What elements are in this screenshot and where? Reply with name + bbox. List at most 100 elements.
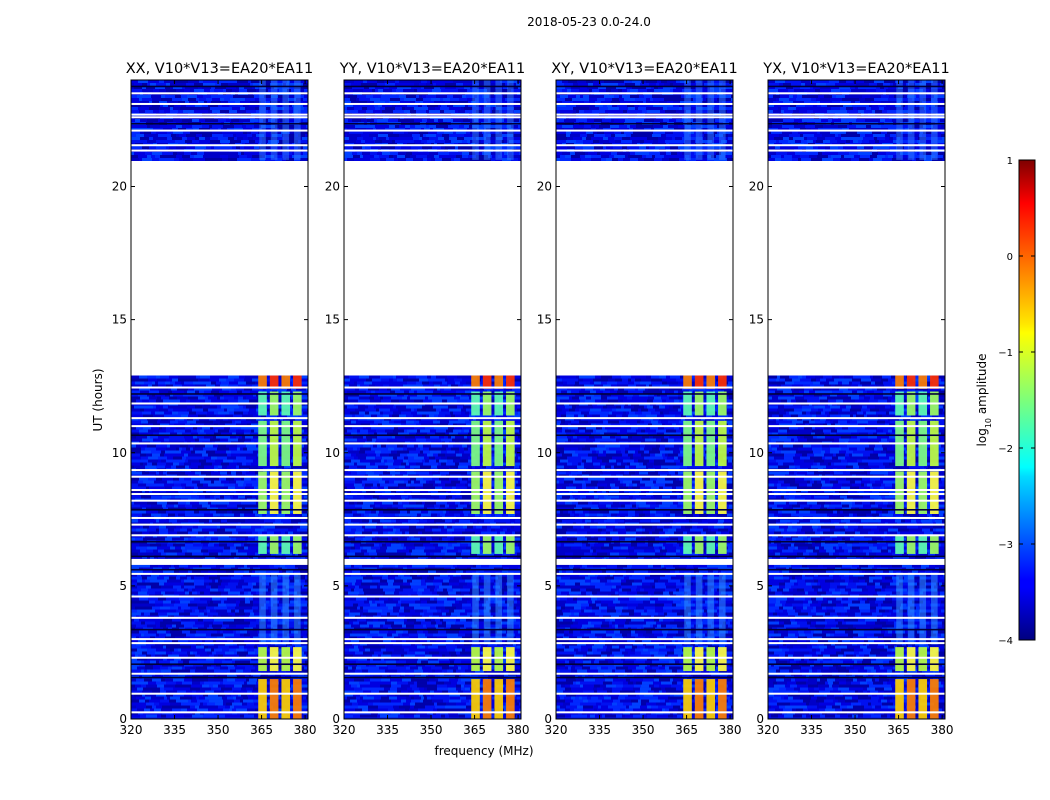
noise-cell (202, 134, 212, 137)
noise-cell (368, 432, 374, 436)
noise-cell (204, 110, 208, 113)
noise-cell (173, 678, 184, 682)
noise-cell (165, 537, 172, 541)
noise-cell (236, 648, 244, 652)
noise-cell (300, 681, 307, 685)
noise-cell (241, 426, 252, 430)
noise-cell (244, 378, 252, 382)
noise-cell (195, 137, 199, 140)
noise-cell (432, 393, 441, 397)
noise-cell (229, 104, 235, 107)
noise-cell (195, 456, 204, 460)
noise-cell (371, 486, 378, 490)
noise-cell (220, 98, 224, 101)
noise-cell (287, 95, 295, 98)
noise-cell (210, 83, 215, 86)
noise-cell (183, 696, 192, 700)
noise-cell (148, 456, 158, 460)
noise-cell (170, 573, 177, 577)
noise-cell (197, 435, 204, 439)
band-streak (294, 80, 301, 160)
noise-cell (203, 83, 210, 86)
noise-cell (227, 504, 232, 508)
noise-cell (413, 414, 422, 418)
noise-cell (244, 459, 253, 463)
noise-cell (393, 378, 397, 382)
noise-cell (206, 546, 215, 550)
noise-cell (164, 453, 173, 457)
noise-cell (196, 134, 202, 137)
noise-cell (241, 543, 244, 547)
noise-cell (156, 447, 166, 451)
noise-cell (232, 432, 236, 436)
noise-cell (215, 429, 218, 433)
noise-cell (131, 420, 138, 424)
noise-cell (147, 576, 157, 580)
noise-cell (452, 438, 463, 442)
noise-cell (458, 384, 463, 388)
noise-cell (202, 426, 205, 430)
noise-cell (199, 98, 206, 101)
noise-cell (156, 477, 162, 481)
noise-cell (227, 597, 236, 601)
noise-cell (300, 158, 308, 161)
noise-cell (131, 636, 136, 640)
noise-cell (143, 537, 154, 541)
noise-cell (240, 630, 247, 634)
noise-cell (135, 654, 138, 658)
noise-cell (262, 513, 266, 517)
noise-cell (139, 618, 142, 622)
noise-cell (208, 110, 212, 113)
noise-cell (228, 486, 235, 490)
noise-cell (206, 585, 211, 589)
noise-cell (245, 501, 256, 505)
noise-cell (187, 390, 195, 394)
noise-cell (246, 678, 249, 682)
noise-cell (239, 579, 244, 583)
noise-cell (223, 678, 227, 682)
noise-cell (273, 651, 284, 655)
noise-cell (370, 444, 373, 448)
noise-cell (306, 387, 308, 391)
noise-cell (239, 89, 247, 92)
noise-cell (194, 155, 203, 158)
noise-cell (253, 699, 261, 703)
noise-cell (265, 651, 273, 655)
noise-cell (199, 609, 204, 613)
noise-cell (131, 426, 136, 430)
noise-cell (131, 684, 135, 688)
noise-cell (389, 462, 393, 466)
noise-cell (209, 486, 220, 490)
noise-cell (172, 486, 182, 490)
bright-band-block (281, 471, 291, 514)
noise-cell (391, 450, 397, 454)
noise-cell (227, 609, 231, 613)
noise-cell (141, 684, 146, 688)
noise-cell (407, 453, 418, 457)
noise-cell (433, 420, 440, 424)
noise-cell (177, 690, 186, 694)
noise-cell (416, 462, 423, 466)
noise-cell (176, 146, 186, 149)
noise-cell (275, 423, 282, 427)
noise-cell (360, 459, 370, 463)
noise-cell (218, 552, 221, 556)
noise-cell (414, 399, 423, 403)
noise-cell (417, 408, 423, 412)
noise-cell (299, 399, 308, 403)
noise-cell (207, 609, 210, 613)
noise-cell (490, 396, 495, 400)
noise-cell (256, 519, 264, 523)
noise-cell (251, 420, 260, 424)
noise-cell (344, 405, 347, 409)
noise-cell (131, 137, 140, 140)
noise-cell (344, 384, 349, 388)
noise-cell (427, 393, 432, 397)
noise-cell (205, 426, 210, 430)
noise-cell (220, 576, 231, 580)
noise-cell (355, 387, 359, 391)
noise-cell (177, 573, 186, 577)
flagged-row (131, 692, 308, 695)
noise-cell (216, 678, 223, 682)
noise-cell (131, 531, 142, 535)
